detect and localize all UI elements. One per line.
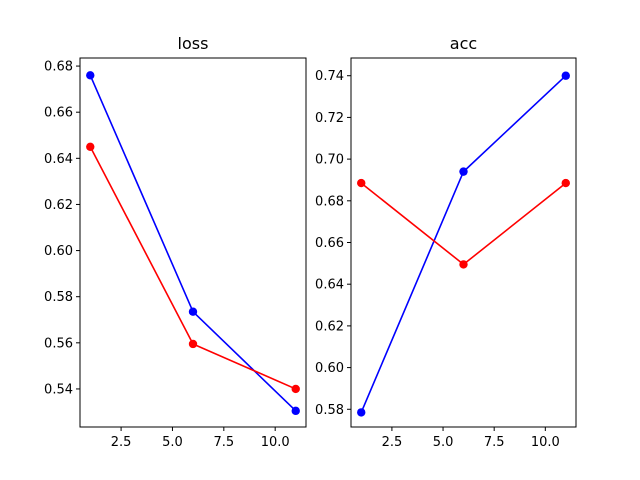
data-point [357,178,366,188]
data-point [561,71,570,80]
data-point [357,408,366,417]
data-point [291,384,300,394]
data-point [459,260,468,269]
y-tick-label: 0.58 [315,403,344,418]
y-tick-label: 0.72 [315,111,344,126]
y-tick-label: 0.54 [44,382,73,397]
y-tick-label: 0.68 [44,60,73,75]
data-point [188,307,198,316]
data-point [291,406,300,416]
y-tick-label: 0.74 [315,69,344,84]
data-point [459,167,468,176]
x-tick-label: 2.5 [382,435,403,450]
x-tick-label: 5.0 [162,435,183,450]
y-tick-label: 0.66 [44,106,73,121]
data-point [86,71,95,80]
chart-panel-acc: acc 2.5 5.0 7.5 10.0 0.58 0.60 0.62 0.64 0.66 0.68… [315,34,577,450]
series-line-1 [89,146,297,390]
data-point [561,178,570,188]
data-point [188,339,198,349]
x-tick-label: 7.5 [484,435,505,450]
chart-title: acc [450,34,477,53]
axes-frame [350,57,577,428]
y-tick-label: 0.70 [315,153,344,168]
x-tick-label: 5.0 [433,435,454,450]
y-tick-label: 0.62 [315,319,344,334]
series-line-1 [360,182,567,266]
series-line-0 [360,75,567,413]
y-tick-label: 0.60 [315,361,344,376]
y-tick-label: 0.60 [44,244,73,259]
x-tick-label: 2.5 [111,435,132,450]
chart-title: loss [178,34,209,53]
x-tick-label: 10.0 [531,435,560,450]
y-tick-label: 0.68 [315,194,344,209]
y-tick-label: 0.56 [44,336,73,351]
chart-panel-loss: loss 2.5 5.0 7.5 10.0 0.54 0.56 0.58 0.60 0.62 0.6… [44,34,307,450]
y-tick-label: 0.62 [44,198,73,213]
y-tick-label: 0.64 [44,152,73,167]
series-line-0 [89,74,297,412]
axes-frame [79,57,307,428]
y-tick-label: 0.64 [315,278,344,293]
x-tick-label: 10.0 [261,435,290,450]
y-tick-label: 0.58 [44,290,73,305]
data-point [86,142,95,151]
x-tick-label: 7.5 [213,435,234,450]
y-tick-label: 0.66 [315,236,344,251]
